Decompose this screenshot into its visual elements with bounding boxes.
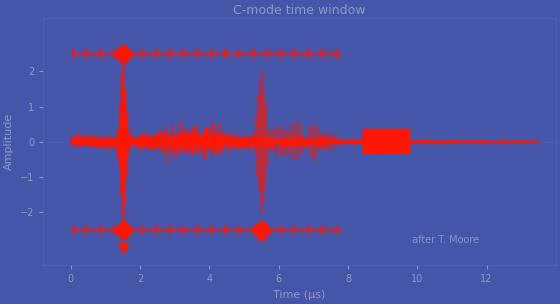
Text: after T. Moore: after T. Moore	[412, 236, 479, 246]
X-axis label: Time (μs): Time (μs)	[273, 290, 326, 300]
FancyBboxPatch shape	[362, 130, 410, 154]
Y-axis label: Amplitude: Amplitude	[4, 113, 14, 171]
Title: C-mode time window: C-mode time window	[233, 4, 366, 17]
